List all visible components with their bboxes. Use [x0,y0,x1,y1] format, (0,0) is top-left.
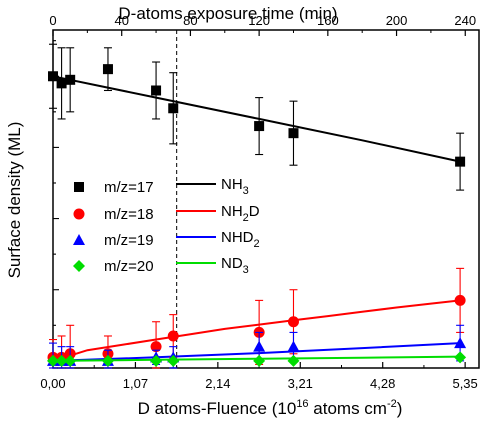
fit-line [52,75,461,163]
data-point-square [254,121,265,132]
legend-label: m/z=17 [104,179,154,196]
legend-fit-label: NH2D [221,203,260,224]
data-point-diamond [454,351,467,364]
data-point-triangle [73,234,85,245]
top-tick-label: 40 [114,13,128,28]
data-point-square [168,103,179,114]
data-point-square [102,64,113,75]
data-point-triangle [253,340,266,352]
legend-label: m/z=18 [104,206,154,223]
top-tick-label: 160 [317,13,339,28]
top-tick-label: 0 [49,13,56,28]
data-point-diamond [64,354,77,367]
bottom-tick-label: 3,21 [288,376,313,391]
data-point-circle [150,341,162,353]
legend-fit-label: NH3 [221,176,249,197]
data-point-square [74,182,84,192]
data-point-square [65,74,76,85]
data-point-circle [167,330,179,342]
legend-label: m/z=19 [104,232,154,249]
bottom-tick-label: 5,35 [452,376,477,391]
data-point-diamond [55,354,68,367]
data-point-square [56,78,67,89]
legend-fit-label: NHD2 [221,229,260,250]
data-point-circle [73,208,85,220]
data-point-diamond [101,354,114,367]
bottom-tick-label: 0,00 [40,376,65,391]
top-axis-title: D-atoms exposure time (min) [118,4,337,23]
data-point-diamond [253,354,266,367]
data-point-triangle [454,337,467,349]
top-tick-label: 80 [183,13,197,28]
data-point-square [455,156,466,167]
y-axis-title: Surface density (ML) [5,122,24,279]
data-point-triangle [287,340,300,352]
top-tick-label: 120 [248,13,270,28]
legend-label: m/z=20 [104,258,154,275]
axes-layer: 0 40 80 120 160 200 240 0,00 1,07 2,14 3,21 4,28 5,3… [40,13,477,391]
data-point-circle [287,316,299,328]
data-point-circle [454,294,466,306]
top-tick-label: 200 [386,13,408,28]
data-point-square [288,128,299,139]
data-point-diamond [47,354,59,367]
data-points-layer [47,43,467,369]
data-point-diamond [167,354,180,367]
top-tick-label: 240 [454,13,476,28]
bottom-tick-label: 4,28 [370,376,395,391]
data-point-diamond [73,260,85,272]
plot-frame [52,29,480,369]
bottom-tick-label: 2,14 [205,376,230,391]
bottom-tick-label: 1,07 [123,376,148,391]
data-point-square [151,85,162,96]
bottom-axis-title: D atoms-Fluence (1016 atoms cm-2) [138,398,403,418]
legend-fit-label: ND3 [221,255,249,276]
data-point-diamond [150,354,163,367]
data-point-square [48,71,58,82]
legend: m/z=17 m/z=18 m/z=19 m/z=20 NH3 NH2D NHD2 ND3 [73,176,260,276]
data-point-diamond [287,354,300,367]
